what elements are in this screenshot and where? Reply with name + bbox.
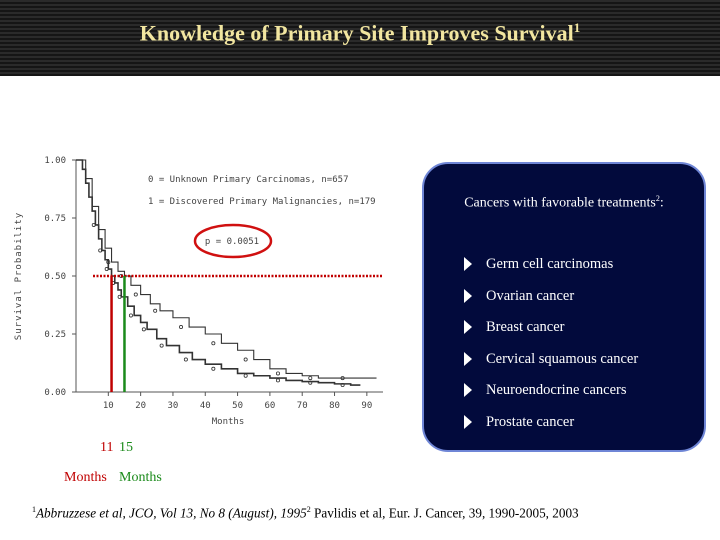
survival-curve-1 bbox=[76, 159, 377, 379]
legend-entry: 0 = Unknown Primary Carcinomas, n=657 bbox=[148, 175, 348, 185]
x-tick-label: 60 bbox=[264, 401, 275, 411]
censor-mark bbox=[117, 294, 122, 299]
slide-title-text: Knowledge of Primary Site Improves Survi… bbox=[139, 20, 574, 46]
censor-mark bbox=[98, 248, 103, 253]
censor-mark bbox=[308, 380, 313, 385]
title-bar bbox=[0, 0, 720, 76]
censor-mark bbox=[106, 260, 111, 265]
censor-mark bbox=[243, 373, 248, 378]
censor-mark bbox=[133, 292, 138, 297]
bullet-arrow-icon bbox=[464, 383, 472, 398]
list-item-label: Breast cancer bbox=[486, 319, 565, 336]
legend-entry: 1 = Discovered Primary Malignancies, n=1… bbox=[148, 197, 376, 207]
bullet-arrow-icon bbox=[464, 351, 472, 366]
x-tick-label: 90 bbox=[361, 401, 372, 411]
censor-mark bbox=[159, 343, 164, 348]
treatment-list: Germ cell carcinomas Ovarian cancer Brea… bbox=[462, 256, 638, 446]
favorable-treatments-panel: Cancers with favorable treatments2: Germ… bbox=[422, 162, 706, 452]
list-item-label: Germ cell carcinomas bbox=[486, 256, 614, 272]
censor-mark bbox=[153, 308, 158, 313]
list-item-label: Neuroendocrine cancers bbox=[486, 382, 627, 399]
panel-heading-colon: : bbox=[659, 195, 664, 211]
censor-mark bbox=[211, 341, 216, 346]
bullet-arrow-icon bbox=[464, 414, 472, 429]
list-item: Breast cancer bbox=[462, 319, 638, 351]
months-label-right: Months bbox=[119, 470, 162, 485]
y-axis-label: Survival Probability bbox=[14, 212, 24, 340]
list-item-label: Cervical squamous cancer bbox=[486, 350, 639, 367]
panel-heading: Cancers with favorable treatments2: bbox=[424, 194, 704, 212]
footnote-reference-2: Pavlidis et al, Eur. J. Cancer, 39, 1990… bbox=[314, 505, 579, 521]
y-tick-label: 0.00 bbox=[44, 388, 66, 398]
footnote-sup-2: 2 bbox=[306, 505, 311, 514]
footnote-reference-1: Abbruzzese et al, JCO, Vol 13, No 8 (Aug… bbox=[36, 505, 307, 521]
median-discovered-label: 15 bbox=[119, 440, 133, 455]
censor-mark bbox=[340, 376, 345, 381]
list-item: Prostate cancer bbox=[462, 414, 638, 446]
list-item-label: Ovarian cancer bbox=[486, 287, 575, 304]
y-tick-label: 1.00 bbox=[44, 156, 66, 166]
censor-mark bbox=[141, 327, 146, 332]
list-item: Germ cell carcinomas bbox=[462, 256, 638, 288]
censor-mark bbox=[179, 325, 184, 330]
censor-mark bbox=[275, 378, 280, 383]
survival-curve-0 bbox=[76, 159, 361, 386]
censor-mark bbox=[243, 357, 248, 362]
censor-mark bbox=[211, 366, 216, 371]
title-superscript: 1 bbox=[573, 20, 581, 35]
p-value-highlight-circle bbox=[193, 223, 273, 259]
censor-mark bbox=[275, 371, 280, 376]
x-tick-label: 20 bbox=[135, 401, 146, 411]
bullet-arrow-icon bbox=[464, 257, 472, 271]
footnote-sup-1: 1 bbox=[32, 505, 36, 514]
median-unknown-label: 11 bbox=[100, 440, 114, 455]
censor-mark bbox=[183, 357, 188, 362]
x-axis-label: Months bbox=[212, 417, 245, 427]
censor-mark bbox=[104, 267, 109, 272]
censor-mark bbox=[308, 376, 313, 381]
footnote: 1Abbruzzese et al, JCO, Vol 13, No 8 (Au… bbox=[32, 505, 579, 521]
x-tick-label: 10 bbox=[103, 401, 114, 411]
x-tick-label: 80 bbox=[329, 401, 340, 411]
y-tick-label: 0.25 bbox=[44, 330, 66, 340]
censor-mark bbox=[340, 383, 345, 388]
p-value-annotation: p = 0.0051 bbox=[205, 237, 259, 247]
survival-chart: 0.00 0.25 0.50 0.75 1.00 10 20 30 40 50 60 70 80 90 Su… bbox=[14, 156, 383, 427]
censor-mark bbox=[128, 313, 133, 318]
bullet-arrow-icon bbox=[464, 320, 472, 335]
y-tick-label: 0.50 bbox=[44, 272, 66, 282]
list-item: Ovarian cancer bbox=[462, 288, 638, 320]
x-tick-label: 70 bbox=[297, 401, 308, 411]
panel-heading-text: Cancers with favorable treatments bbox=[464, 195, 656, 211]
x-tick-label: 50 bbox=[232, 401, 243, 411]
slide-title: Knowledge of Primary Site Improves Survi… bbox=[0, 20, 720, 46]
y-tick-label: 0.75 bbox=[44, 214, 66, 224]
months-label-left: Months bbox=[64, 470, 107, 485]
list-item: Neuroendocrine cancers bbox=[462, 382, 638, 414]
bullet-arrow-icon bbox=[464, 288, 472, 303]
panel-heading-superscript: 2 bbox=[655, 194, 660, 203]
x-tick-label: 40 bbox=[200, 401, 211, 411]
list-item-label: Prostate cancer bbox=[486, 413, 575, 430]
censor-mark bbox=[91, 222, 96, 227]
list-item: Cervical squamous cancer bbox=[462, 351, 638, 383]
x-tick-label: 30 bbox=[168, 401, 179, 411]
